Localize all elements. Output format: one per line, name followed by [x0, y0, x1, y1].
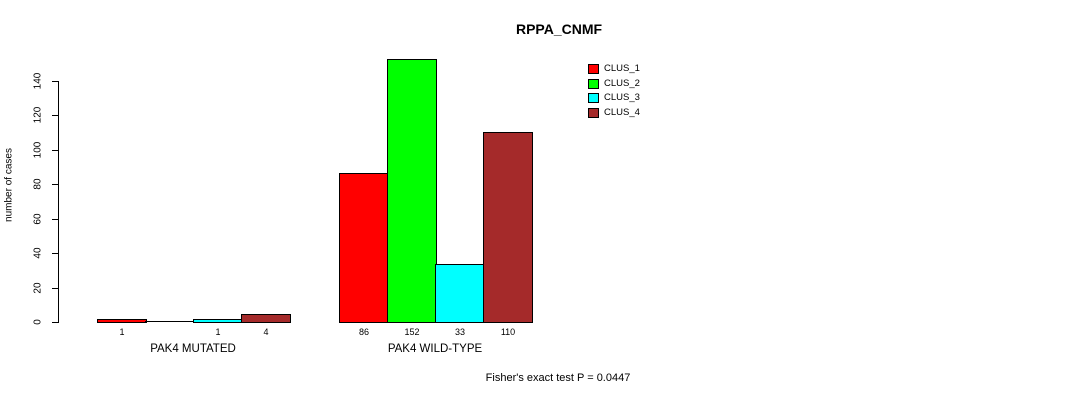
bar-clus_3 [435, 264, 485, 323]
y-tick-label: 120 [32, 107, 44, 124]
legend-swatch-clus_4 [588, 107, 599, 118]
y-tick [52, 253, 58, 255]
y-tick [52, 287, 58, 289]
legend-item: CLUS_2 [588, 77, 640, 89]
bar-count-label: 4 [263, 327, 269, 337]
bar-clus_4 [483, 131, 533, 323]
legend-label: CLUS_3 [604, 92, 640, 103]
fisher-test-annotation: Fisher's exact test P = 0.0447 [485, 372, 631, 384]
legend: CLUS_1 CLUS_2 CLUS_3 CLUS_4 [588, 64, 640, 122]
legend-label: CLUS_4 [604, 106, 640, 118]
y-tick [52, 184, 58, 186]
y-tick [52, 81, 58, 82]
y-axis-line [58, 81, 59, 323]
legend-item: CLUS_3 [588, 93, 640, 103]
bar-count-label: 33 [454, 327, 465, 337]
y-tick-label: 60 [32, 213, 44, 225]
y-tick [52, 149, 58, 151]
bar-count-label: 1 [119, 327, 125, 337]
bar-clus_3 [193, 319, 243, 323]
bar-clus_2 [145, 321, 195, 322]
y-tick-label: 40 [32, 247, 44, 259]
bar-clus_4 [241, 314, 291, 323]
bar-clus_2 [387, 59, 437, 323]
group-label: PAK4 WILD-TYPE [387, 343, 483, 355]
legend-label: CLUS_1 [604, 63, 640, 74]
y-tick [52, 115, 58, 117]
bar-count-label: 86 [358, 327, 369, 337]
y-tick-label: 140 [32, 72, 44, 90]
y-tick [52, 322, 58, 323]
legend-swatch-clus_3 [588, 93, 599, 103]
bar-count-label: 152 [404, 327, 420, 337]
bar-clus_1 [97, 319, 147, 323]
bar-clus_1 [339, 173, 389, 323]
group-label: PAK4 MUTATED [150, 343, 236, 355]
y-tick [52, 218, 58, 220]
chart-title: RPPA_CNMF [515, 21, 603, 37]
legend-swatch-clus_1 [588, 64, 599, 74]
legend-label: CLUS_2 [604, 77, 640, 89]
y-tick-label: 100 [32, 141, 44, 159]
y-tick-label: 80 [32, 178, 44, 190]
bar-count-label: 1 [215, 327, 221, 337]
legend-swatch-clus_2 [588, 78, 599, 89]
legend-item: CLUS_1 [588, 64, 640, 74]
legend-item: CLUS_4 [588, 106, 640, 118]
bar-count-label: 110 [500, 327, 516, 337]
y-axis-label: number of cases [3, 148, 15, 222]
y-tick-label: 0 [32, 319, 44, 325]
y-tick-label: 20 [32, 282, 44, 294]
